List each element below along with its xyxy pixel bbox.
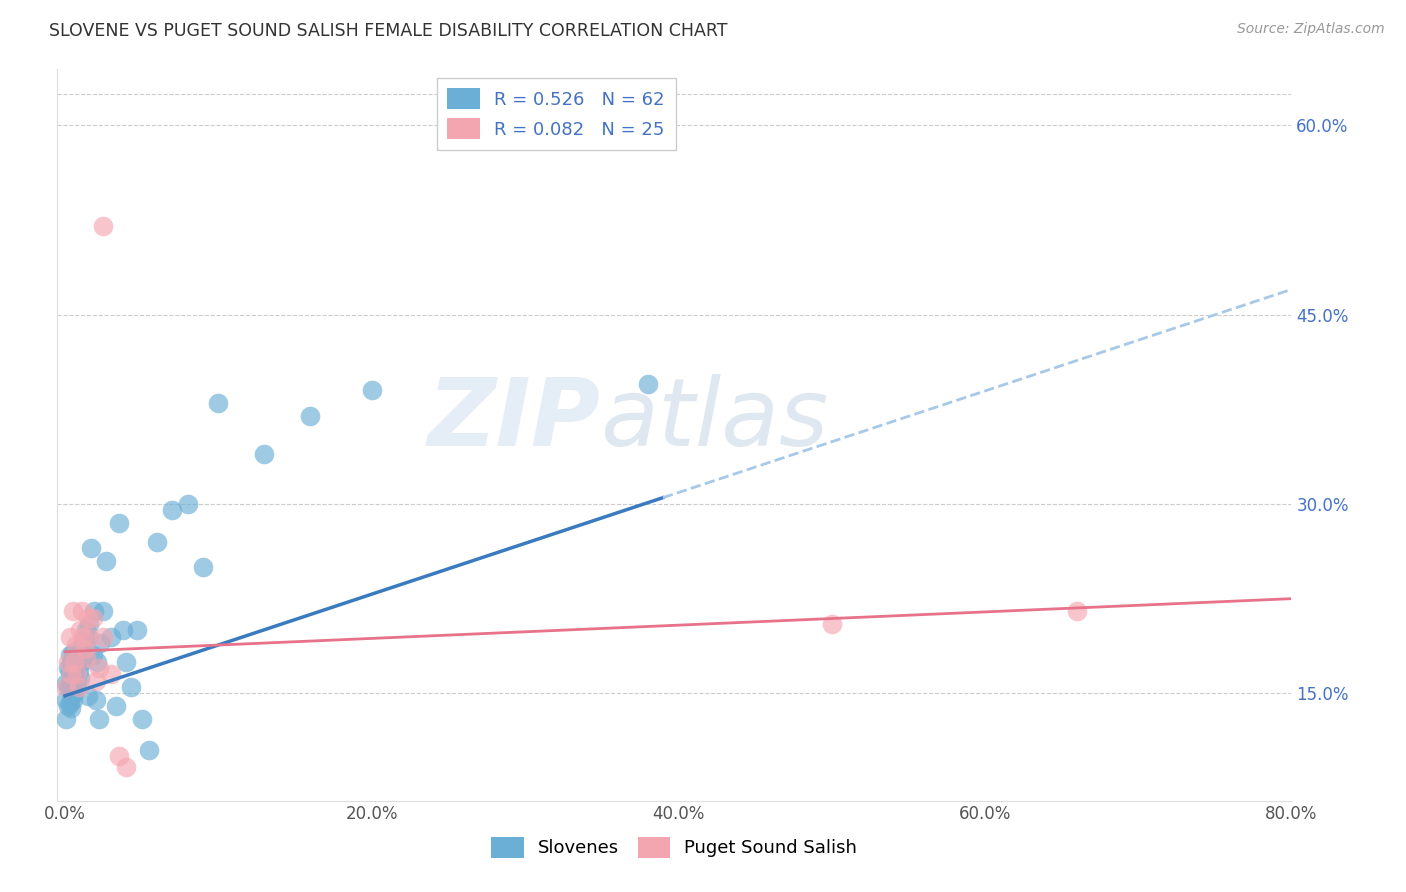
- Point: [115, 759, 138, 773]
- Point: [58, 680, 80, 694]
- Point: [84, 692, 107, 706]
- Point: [191, 560, 214, 574]
- Point: [56, 680, 79, 694]
- Point: [66, 673, 89, 688]
- Point: [1066, 604, 1088, 618]
- Point: [63, 671, 86, 685]
- Point: [55, 680, 77, 694]
- Point: [72, 633, 94, 648]
- Point: [58, 630, 80, 644]
- Point: [104, 698, 127, 713]
- Point: [125, 624, 148, 638]
- Text: SLOVENE VS PUGET SOUND SALISH FEMALE DISABILITY CORRELATION CHART: SLOVENE VS PUGET SOUND SALISH FEMALE DIS…: [49, 22, 728, 40]
- Point: [820, 616, 842, 631]
- Point: [115, 655, 138, 669]
- Point: [138, 743, 160, 757]
- Point: [162, 503, 184, 517]
- Point: [63, 651, 86, 665]
- Point: [91, 604, 114, 618]
- Point: [75, 624, 97, 638]
- Point: [207, 396, 229, 410]
- Point: [299, 409, 322, 423]
- Point: [91, 219, 114, 234]
- Point: [80, 541, 103, 556]
- Point: [131, 712, 153, 726]
- Point: [66, 655, 89, 669]
- Point: [62, 692, 84, 706]
- Point: [62, 664, 84, 678]
- Point: [65, 680, 87, 694]
- Text: ZIP: ZIP: [427, 374, 600, 466]
- Point: [60, 701, 83, 715]
- Point: [63, 686, 86, 700]
- Point: [89, 636, 111, 650]
- Point: [60, 671, 83, 685]
- Point: [65, 661, 87, 675]
- Point: [67, 680, 90, 694]
- Point: [62, 604, 84, 618]
- Point: [73, 642, 96, 657]
- Point: [100, 630, 122, 644]
- Point: [60, 655, 83, 669]
- Point: [120, 680, 142, 694]
- Point: [87, 661, 110, 675]
- Point: [360, 384, 382, 398]
- Point: [60, 667, 83, 681]
- Point: [96, 554, 118, 568]
- Point: [58, 648, 80, 663]
- Point: [112, 624, 135, 638]
- Legend: R = 0.526   N = 62, R = 0.082   N = 25: R = 0.526 N = 62, R = 0.082 N = 25: [437, 78, 676, 150]
- Point: [87, 712, 110, 726]
- Point: [146, 534, 169, 549]
- Point: [72, 630, 94, 644]
- Point: [62, 646, 84, 660]
- Point: [100, 667, 122, 681]
- Point: [63, 655, 86, 669]
- Point: [84, 673, 107, 688]
- Point: [86, 655, 108, 669]
- Point: [70, 655, 93, 669]
- Point: [77, 630, 100, 644]
- Point: [67, 642, 90, 657]
- Point: [79, 630, 101, 644]
- Text: Source: ZipAtlas.com: Source: ZipAtlas.com: [1237, 22, 1385, 37]
- Point: [58, 664, 80, 678]
- Point: [56, 661, 79, 675]
- Point: [56, 698, 79, 713]
- Point: [55, 692, 77, 706]
- Point: [69, 624, 91, 638]
- Point: [637, 377, 659, 392]
- Point: [83, 604, 105, 618]
- Point: [75, 651, 97, 665]
- Point: [107, 749, 129, 764]
- Point: [253, 446, 276, 460]
- Point: [176, 497, 198, 511]
- Point: [91, 630, 114, 644]
- Point: [67, 664, 90, 678]
- Point: [65, 639, 87, 653]
- Point: [56, 655, 79, 669]
- Point: [62, 676, 84, 690]
- Point: [66, 667, 89, 681]
- Point: [107, 516, 129, 530]
- Point: [73, 642, 96, 657]
- Point: [82, 610, 104, 624]
- Point: [60, 689, 83, 703]
- Point: [77, 610, 100, 624]
- Point: [77, 689, 100, 703]
- Point: [55, 712, 77, 726]
- Point: [82, 648, 104, 663]
- Point: [69, 671, 91, 685]
- Point: [69, 651, 91, 665]
- Point: [70, 604, 93, 618]
- Text: atlas: atlas: [600, 375, 828, 466]
- Point: [55, 676, 77, 690]
- Point: [79, 616, 101, 631]
- Point: [58, 697, 80, 711]
